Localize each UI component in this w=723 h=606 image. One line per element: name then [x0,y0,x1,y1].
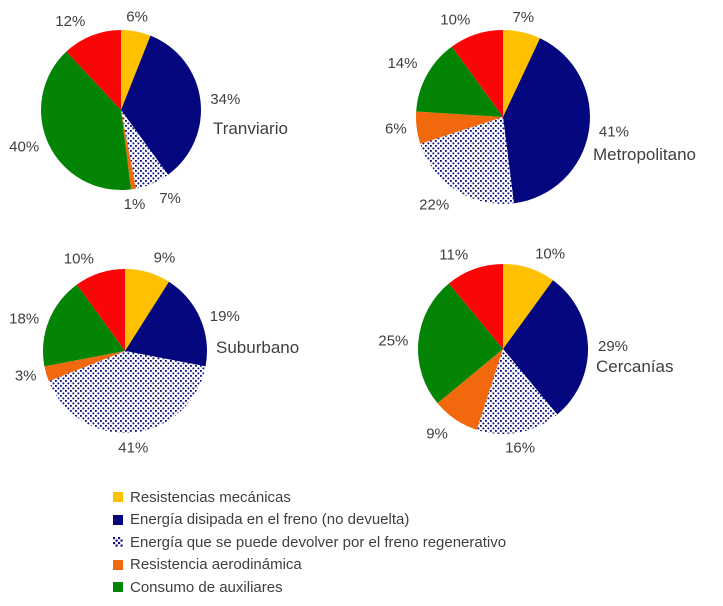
pie-slice-navy [503,280,588,415]
pie-percent-label: 1% [124,196,146,213]
pie-slice-yellow [121,30,151,110]
legend-item-resistencias-mecanicas: Resistencias mecánicas [113,486,506,509]
pie-slice-dotted [121,110,169,189]
pie-slice-green [42,284,126,367]
legend-item-energia-disipada: Energía disipada en el freno (no devuelt… [113,509,506,532]
pie-title: Suburbano [216,338,299,357]
legend-swatch-orange [113,559,123,570]
legend-label: Resistencias mecánicas [130,488,291,506]
pie-slice-red [448,264,503,349]
pie-title: Tranviario [213,119,288,138]
pie-slice-dotted [48,351,206,434]
pie-percent-label: 11% [439,246,468,263]
pie-percent-label: 16% [505,439,535,456]
pie-percent-label: 22% [419,197,449,214]
pie-percent-label: 34% [210,91,240,108]
pie-percent-label: 6% [385,121,407,138]
pie-slice-yellow [125,269,169,351]
pie-suburbano: 9% 19% 41% 3% 18% 10% Suburbano [9,250,299,457]
pie-slice-navy [503,38,590,204]
pie-slice-navy [125,281,208,367]
pie-percent-label: 12% [55,13,85,30]
legend-swatch-dotted [113,537,123,548]
pie-slice-dotted [476,349,558,434]
pie-cercanias: 10% 29% 16% 9% 25% 11% Cercanías [378,246,673,457]
pie-percent-label: 25% [378,332,408,349]
pie-slice-yellow [503,264,553,349]
legend-label: Resistencia aerodinámica [130,556,302,574]
pie-title: Cercanías [596,357,673,376]
pie-percent-label: 6% [126,9,148,26]
pie-slice-red [451,30,503,117]
legend-item-resistencia-aerodinamica: Resistencia aerodinámica [113,554,506,577]
pie-slice-red [66,30,121,110]
pie-percent-label: 40% [9,139,39,156]
pie-percent-label: 18% [9,311,39,328]
pie-percent-label: 41% [118,440,148,457]
pie-tranviario: 6% 34% 7% 1% 40% 12% Tranviario [9,9,288,213]
pie-percent-label: 14% [387,55,417,72]
pie-slice-orange [415,111,503,144]
pie-percent-label: 3% [15,368,37,385]
legend-label: Consumo de auxiliares [130,578,283,596]
pie-slice-orange [44,351,126,382]
pie-percent-label: 7% [512,9,534,26]
legend-swatch-navy [113,514,123,525]
pie-slice-green [416,46,503,118]
pie-percent-label: 41% [599,124,629,141]
pie-slice-orange [437,349,503,430]
pie-percent-label: 10% [535,246,565,263]
pie-percent-label: 10% [440,12,470,29]
pie-slice-green [40,51,132,191]
legend-swatch-green [113,582,123,593]
pie-slice-green [418,283,503,404]
pie-percent-label: 19% [210,308,240,325]
pie-slice-red [76,269,125,351]
legend-item-energia-regenerativa: Energía que se puede devolver por el fre… [113,531,506,554]
pie-percent-label: 9% [426,425,448,442]
legend-item-consumo-auxiliares: Consumo de auxiliares [113,576,506,599]
legend-swatch-yellow [113,492,123,503]
pies-content: 6% 34% 7% 1% 40% 12% Tranviario 7% 41% 22% 6% 14% 10… [9,9,696,457]
pie-percent-label: 29% [598,338,628,355]
pie-percent-label: 9% [154,250,176,267]
pie-percent-label: 7% [159,190,181,207]
pie-percent-label: 10% [64,250,94,267]
pie-slice-yellow [503,30,541,117]
pie-metropolitano: 7% 41% 22% 6% 14% 10% Metropolitano [385,9,696,213]
pie-slice-orange [121,110,136,190]
pie-slice-navy [121,35,201,175]
legend-label: Energía disipada en el freno (no devuelt… [130,511,410,529]
pie-title: Metropolitano [593,145,696,164]
legend-label: Energía que se puede devolver por el fre… [130,533,507,551]
pie-slice-dotted [420,117,514,204]
chart-legend: Resistencias mecánicas Energía disipada … [113,486,506,599]
